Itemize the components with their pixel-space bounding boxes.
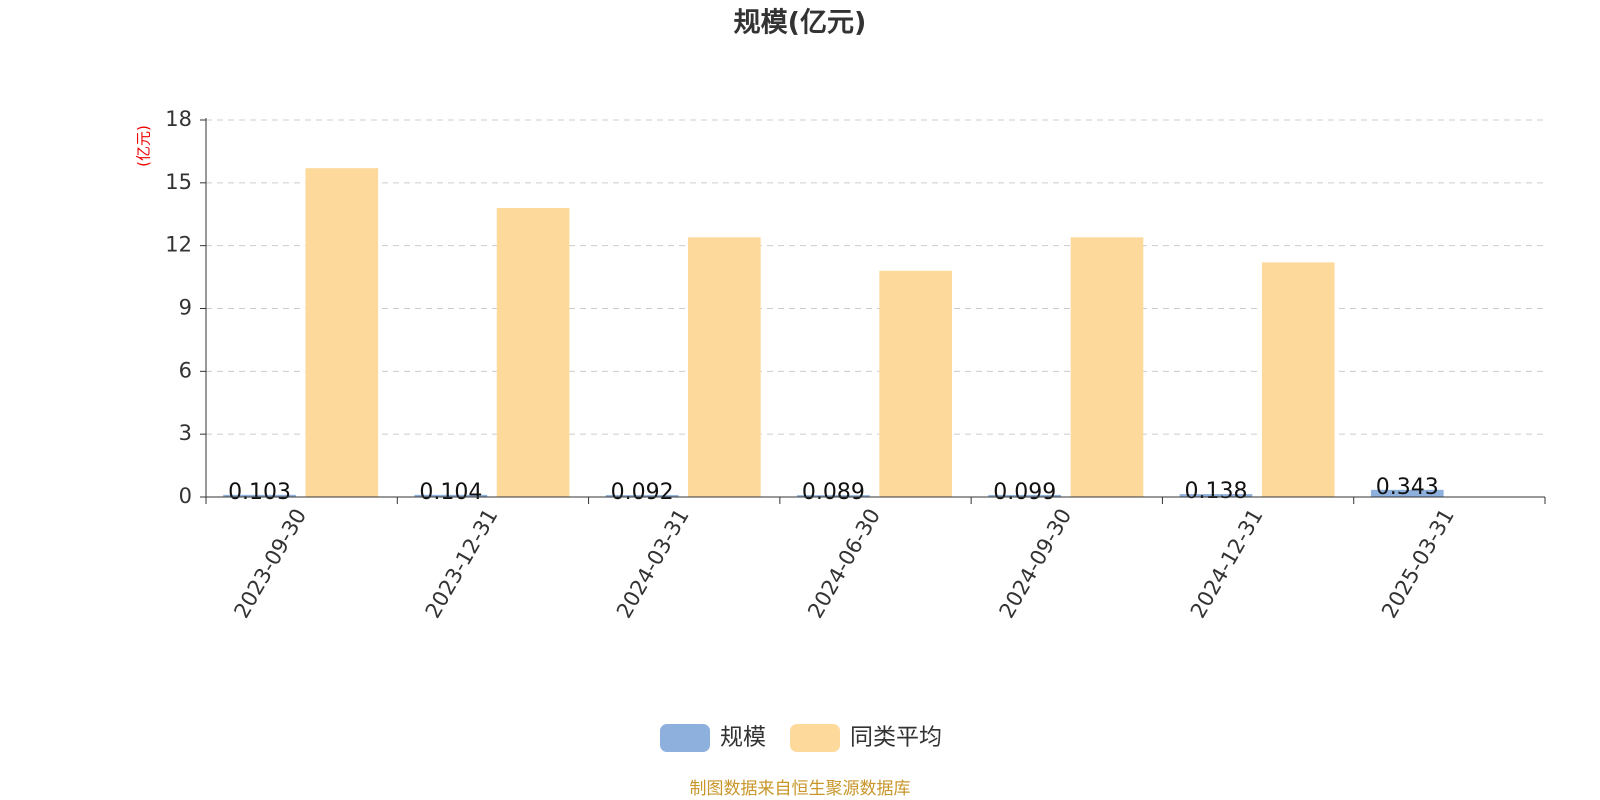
bar <box>496 207 570 497</box>
y-tick-label: 12 <box>165 233 192 257</box>
bar <box>414 494 488 497</box>
bar <box>1370 489 1444 497</box>
y-tick-label: 3 <box>179 421 192 445</box>
y-tick-label: 18 <box>165 107 192 131</box>
bar <box>1070 237 1144 498</box>
bar <box>879 270 953 497</box>
bar <box>797 495 870 497</box>
legend-swatch <box>660 724 710 752</box>
bar <box>1261 262 1335 497</box>
value-label: 0.138 <box>1184 479 1247 504</box>
y-tick-label: 0 <box>179 484 192 508</box>
y-tick-label: 6 <box>179 358 192 382</box>
value-label: 0.103 <box>228 480 291 505</box>
y-tick-label: 15 <box>165 170 192 194</box>
y-axis-label: (亿元) <box>135 125 153 167</box>
legend-swatch <box>790 724 840 752</box>
x-tick-label: 2025-03-31 <box>1377 505 1459 623</box>
bar <box>688 237 761 498</box>
value-label: 0.089 <box>802 480 865 505</box>
bar <box>988 494 1062 497</box>
x-tick-label: 2023-12-31 <box>421 505 503 623</box>
x-tick-label: 2024-09-30 <box>995 505 1077 623</box>
value-label: 0.092 <box>611 480 674 505</box>
value-label: 0.104 <box>419 480 482 505</box>
value-label: 0.343 <box>1376 475 1439 500</box>
y-tick-label: 9 <box>179 296 192 320</box>
bar <box>223 494 296 497</box>
bar <box>305 168 379 497</box>
bar <box>1179 494 1253 497</box>
x-tick-label: 2024-12-31 <box>1186 505 1268 623</box>
x-tick-label: 2023-09-30 <box>229 505 311 623</box>
value-label: 0.099 <box>993 480 1056 505</box>
x-tick-label: 2024-06-30 <box>803 505 885 623</box>
chart-title: 规模(亿元) <box>734 8 867 39</box>
legend-label: 规模 <box>720 725 766 751</box>
bar <box>605 495 679 497</box>
x-tick-label: 2024-03-31 <box>612 505 694 623</box>
source-note: 制图数据来自恒生聚源数据库 <box>690 779 911 799</box>
legend-label: 同类平均 <box>850 725 942 751</box>
